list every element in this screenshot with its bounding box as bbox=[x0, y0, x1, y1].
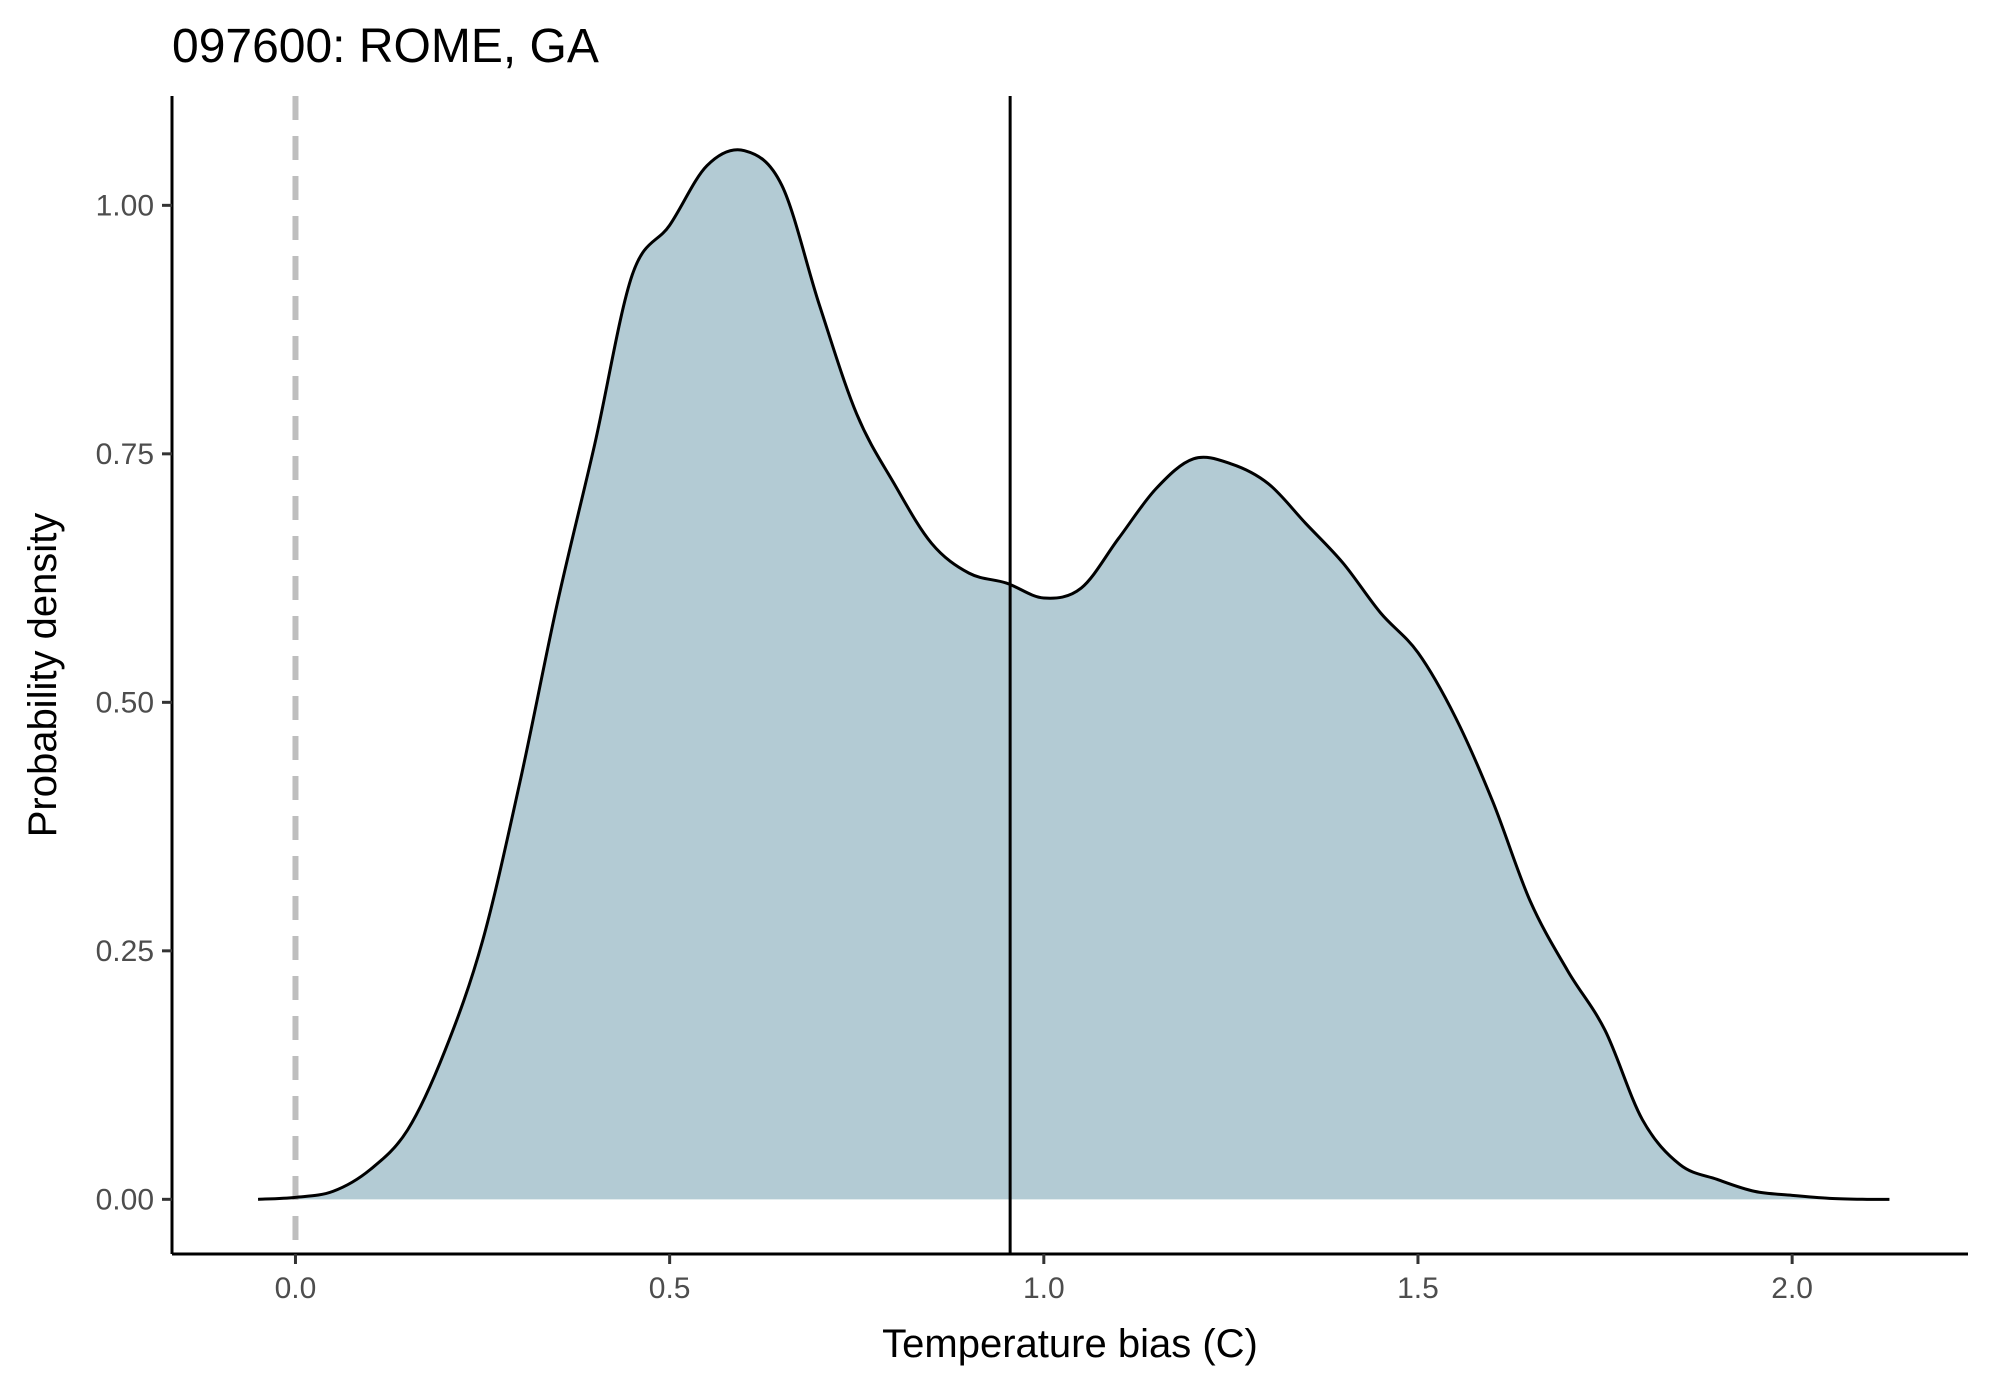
plot-area: 0.0 0.5 1.0 1.5 2.0 0.00 0.25 0.50 0.75 1.00 bbox=[96, 96, 1968, 1305]
density-line bbox=[257, 148, 1890, 1201]
x-tick-label: 0.0 bbox=[275, 1272, 317, 1305]
y-tick-label: 1.00 bbox=[96, 189, 154, 222]
y-tick-label: 0.50 bbox=[96, 686, 154, 719]
x-tick-label: 2.0 bbox=[1771, 1272, 1813, 1305]
chart-title: 097600: ROME, GA bbox=[172, 20, 599, 73]
x-axis-title: Temperature bias (C) bbox=[882, 1322, 1258, 1366]
density-area bbox=[258, 149, 1890, 1200]
y-tick-label: 0.25 bbox=[96, 935, 154, 968]
y-axis-title: Probability density bbox=[21, 513, 65, 838]
y-tick-label: 0.75 bbox=[96, 438, 154, 471]
y-tick-label: 0.00 bbox=[96, 1183, 154, 1216]
x-tick-label: 0.5 bbox=[649, 1272, 691, 1305]
x-tick-label: 1.0 bbox=[1023, 1272, 1065, 1305]
x-tick-label: 1.5 bbox=[1397, 1272, 1439, 1305]
